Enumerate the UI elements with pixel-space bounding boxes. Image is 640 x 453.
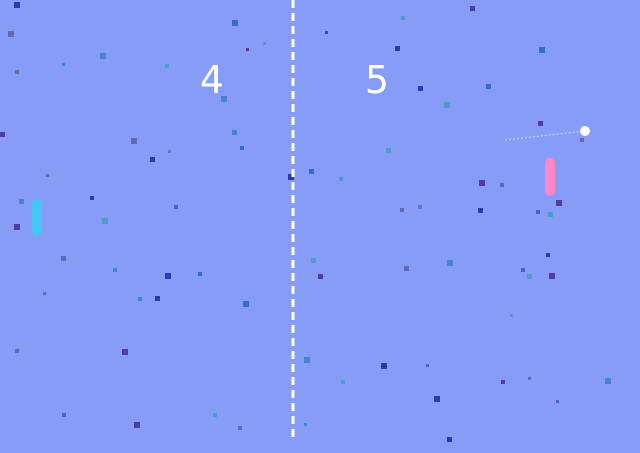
particle — [418, 205, 422, 209]
particle — [339, 177, 343, 181]
particle — [444, 102, 450, 108]
particle — [155, 296, 160, 301]
particle — [288, 174, 294, 180]
particle — [309, 169, 314, 174]
particle — [304, 357, 310, 363]
particle — [232, 20, 238, 26]
particle — [221, 96, 227, 102]
particle — [150, 157, 155, 162]
particle — [538, 121, 543, 126]
particle — [102, 218, 108, 224]
particle — [556, 400, 559, 403]
particle — [478, 208, 483, 213]
left-paddle[interactable] — [32, 199, 42, 236]
particle — [605, 378, 611, 384]
particle — [341, 380, 345, 384]
particle — [15, 70, 19, 74]
particle — [539, 47, 545, 53]
particle — [510, 314, 513, 317]
ball — [580, 126, 590, 136]
particle — [501, 380, 505, 384]
particle — [434, 396, 440, 402]
particle — [243, 301, 249, 307]
particle — [556, 200, 562, 206]
particle — [401, 16, 405, 20]
particle — [500, 183, 504, 187]
particle — [15, 349, 19, 353]
particle — [14, 2, 20, 8]
particle — [165, 273, 171, 279]
particle — [134, 422, 140, 428]
particle — [14, 224, 20, 230]
particle — [318, 274, 323, 279]
particle — [240, 146, 244, 150]
left-score: 4 — [199, 58, 225, 102]
particle — [528, 377, 531, 380]
particle — [131, 138, 137, 144]
particle — [198, 272, 202, 276]
particle — [580, 138, 584, 142]
particle — [174, 205, 178, 209]
particle — [122, 349, 128, 355]
particle — [479, 180, 485, 186]
particle — [8, 31, 14, 37]
particle — [62, 413, 66, 417]
right-paddle[interactable] — [545, 158, 555, 196]
particle — [238, 426, 242, 430]
particle — [304, 423, 307, 426]
right-score: 5 — [364, 58, 390, 102]
particle — [138, 297, 142, 301]
particle — [213, 413, 217, 417]
particle — [395, 46, 400, 51]
particle — [546, 253, 550, 257]
particle — [447, 260, 453, 266]
particle — [447, 437, 452, 442]
particle — [486, 84, 491, 89]
particle — [400, 208, 404, 212]
particle — [232, 130, 237, 135]
particle — [61, 256, 66, 261]
particle — [527, 274, 532, 279]
particle — [404, 266, 409, 271]
particle — [46, 174, 49, 177]
particle — [386, 148, 391, 153]
particle — [263, 42, 266, 45]
particle — [168, 150, 171, 153]
particle — [521, 268, 525, 272]
particle — [165, 64, 169, 68]
particle — [549, 273, 555, 279]
particle — [381, 363, 387, 369]
particle — [536, 210, 540, 214]
particle — [100, 53, 106, 59]
background-particles — [0, 2, 611, 442]
particle — [548, 212, 553, 217]
particle — [90, 196, 94, 200]
particle — [470, 6, 475, 11]
particle — [325, 31, 328, 34]
particle — [113, 268, 117, 272]
particle — [43, 292, 46, 295]
particle — [418, 86, 423, 91]
particle — [426, 364, 429, 367]
particle — [19, 199, 24, 204]
ball-trail — [504, 130, 586, 141]
particle — [311, 258, 316, 263]
particle — [246, 48, 249, 51]
particle — [0, 132, 5, 137]
particle — [62, 63, 65, 66]
